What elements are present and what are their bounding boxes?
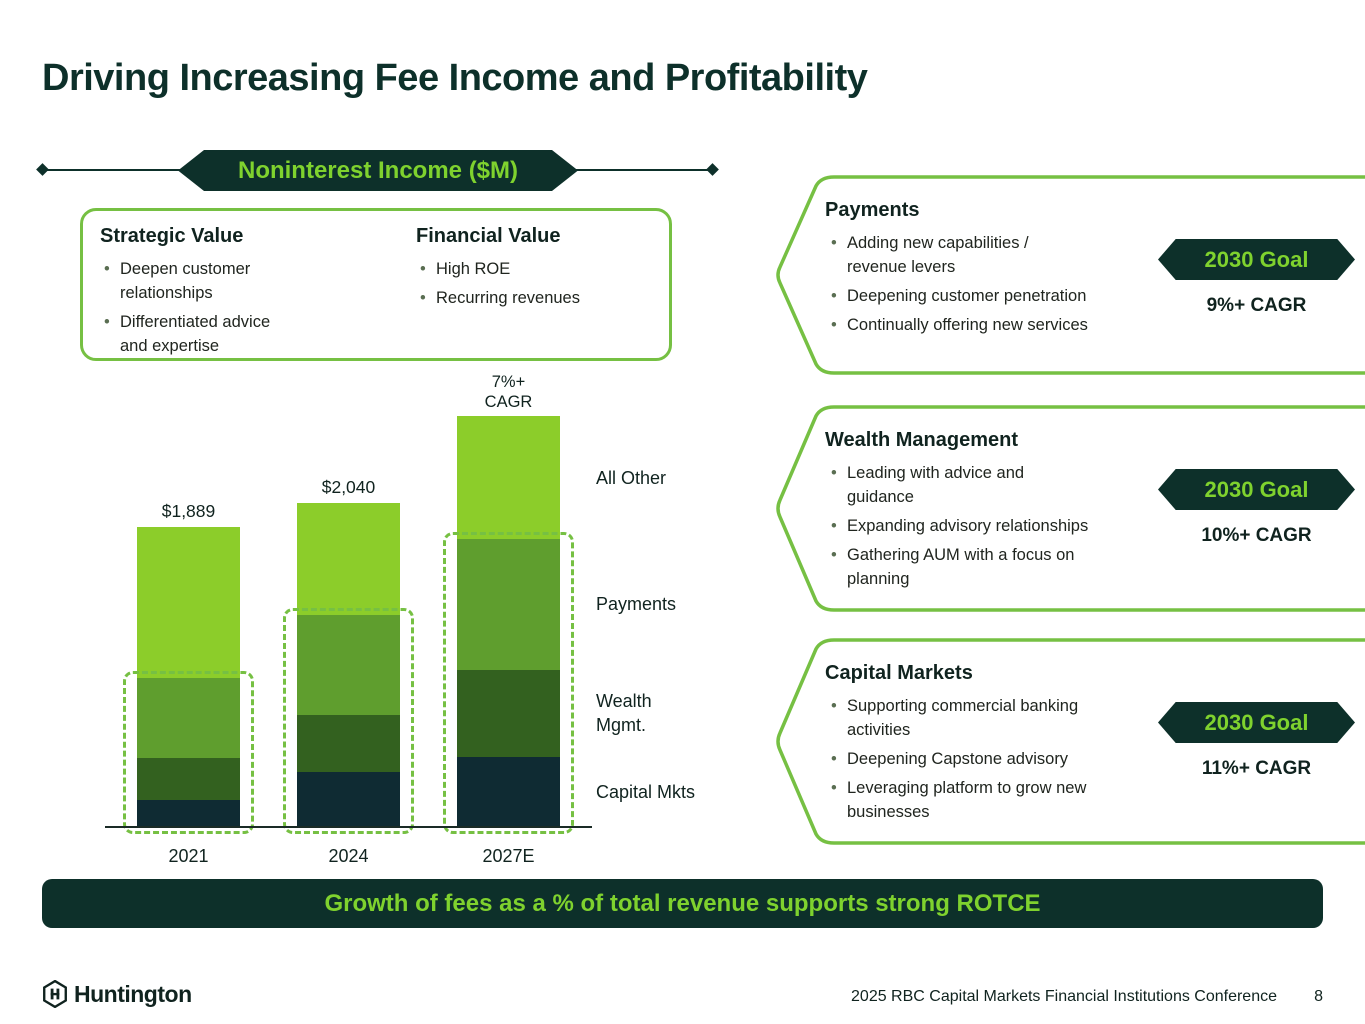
value-proposition-box: Strategic Value Deepen customer relation… xyxy=(80,208,672,361)
divider-diamond-left-icon xyxy=(36,163,49,176)
bullet-item: Gathering AUM with a focus on planning xyxy=(827,543,1167,591)
huntington-logo-icon xyxy=(43,980,67,1008)
key-message-banner: Growth of fees as a % of total revenue s… xyxy=(42,879,1323,928)
panel-bullets: Adding new capabilities / revenue levers… xyxy=(827,231,1167,342)
series-label-payments: Payments xyxy=(596,594,677,615)
dashed-focus-outline xyxy=(283,607,414,834)
bullet-item: Leveraging platform to grow new business… xyxy=(827,776,1167,824)
panel-payments: Payments Adding new capabilities / reven… xyxy=(770,175,1365,375)
panel-capital-markets: Capital Markets Supporting commercial ba… xyxy=(770,638,1365,845)
goal-badge-2030: 2030 Goal xyxy=(1158,702,1355,743)
panel-title: Payments xyxy=(825,199,920,221)
panel-wealth-management: Wealth Management Leading with advice an… xyxy=(770,405,1365,612)
financial-value-heading: Financial Value xyxy=(416,225,561,247)
goal-cagr-value: 9%+ CAGR xyxy=(1206,295,1307,316)
footer-page-number: 8 xyxy=(1314,988,1323,1005)
bullet-item: High ROE xyxy=(416,257,656,281)
bullet-item: Deepening Capstone advisory xyxy=(827,747,1167,771)
bar-segment-capital-mkts xyxy=(137,799,240,827)
bar-segment-wealth-mgmt- xyxy=(457,669,560,758)
goal-badge-2030: 2030 Goal xyxy=(1158,239,1355,280)
noninterest-income-banner: Noninterest Income ($M) xyxy=(178,150,578,191)
cagr-annotation-line1: 7%+ xyxy=(491,373,526,391)
bar-total-label-2024: $2,040 xyxy=(321,477,376,497)
bullet-item: Deepening customer penetration xyxy=(827,284,1167,308)
bar-segment-payments xyxy=(137,678,240,758)
footer-conference-text: 2025 RBC Capital Markets Financial Insti… xyxy=(851,988,1277,1005)
bar-segment-all-other xyxy=(457,415,560,540)
bullet-item: Deepen customer relationships xyxy=(100,257,390,305)
panel-title: Wealth Management xyxy=(825,429,1018,451)
bullet-item: Differentiated advice and expertise xyxy=(100,310,390,358)
financial-value-bullets: High ROE Recurring revenues xyxy=(416,257,656,315)
bullet-item: Expanding advisory relationships xyxy=(827,514,1167,538)
bar-segment-all-other xyxy=(297,502,400,615)
series-label-capital-mkts: Capital Mkts xyxy=(596,782,696,803)
cagr-annotation-line2: CAGR xyxy=(484,393,533,411)
bar-segment-payments xyxy=(297,614,400,715)
bar-segment-wealth-mgmt- xyxy=(137,757,240,800)
category-label-2027e: 2027E xyxy=(482,846,535,866)
series-label-all-other: All Other xyxy=(596,467,667,488)
bullet-item: Leading with advice and guidance xyxy=(827,461,1167,509)
bullet-item: Adding new capabilities / revenue levers xyxy=(827,231,1167,279)
goal-cagr-value: 11%+ CAGR xyxy=(1201,758,1312,779)
category-label-2024: 2024 xyxy=(328,846,369,866)
goal-cagr-value: 10%+ CAGR xyxy=(1201,525,1312,546)
bar-segment-all-other xyxy=(137,526,240,679)
panel-bullets: Leading with advice and guidance Expandin… xyxy=(827,461,1167,596)
dashed-focus-outline xyxy=(123,671,254,834)
goal-badge-2030: 2030 Goal xyxy=(1158,469,1355,510)
cagr-annotation: 7%+ CAGR xyxy=(457,372,560,412)
panel-title: Capital Markets xyxy=(825,662,973,684)
chart-baseline-axis xyxy=(105,826,592,828)
bar-segment-wealth-mgmt- xyxy=(297,714,400,773)
bar-segment-capital-mkts xyxy=(297,772,400,827)
panel-bullets: Supporting commercial banking activities… xyxy=(827,694,1167,829)
category-label-2021: 2021 xyxy=(168,846,209,866)
huntington-logo-text: Huntington xyxy=(74,980,192,1007)
divider-diamond-right-icon xyxy=(706,163,719,176)
bullet-item: Recurring revenues xyxy=(416,286,656,310)
strategic-value-bullets: Deepen customer relationships Differentia… xyxy=(100,257,390,363)
dashed-focus-outline xyxy=(443,532,574,834)
strategic-value-heading: Strategic Value xyxy=(100,225,244,247)
huntington-logo: Huntington xyxy=(42,980,192,1008)
bar-segment-payments xyxy=(457,539,560,670)
page-title: Driving Increasing Fee Income and Profit… xyxy=(42,57,868,99)
series-label-wealth-mgmt-: Wealth Mgmt. xyxy=(596,691,652,736)
bar-segment-capital-mkts xyxy=(457,757,560,827)
bar-total-label-2021: $1,889 xyxy=(161,501,216,521)
bullet-item: Supporting commercial banking activities xyxy=(827,694,1167,742)
bullet-item: Continually offering new services xyxy=(827,313,1167,337)
